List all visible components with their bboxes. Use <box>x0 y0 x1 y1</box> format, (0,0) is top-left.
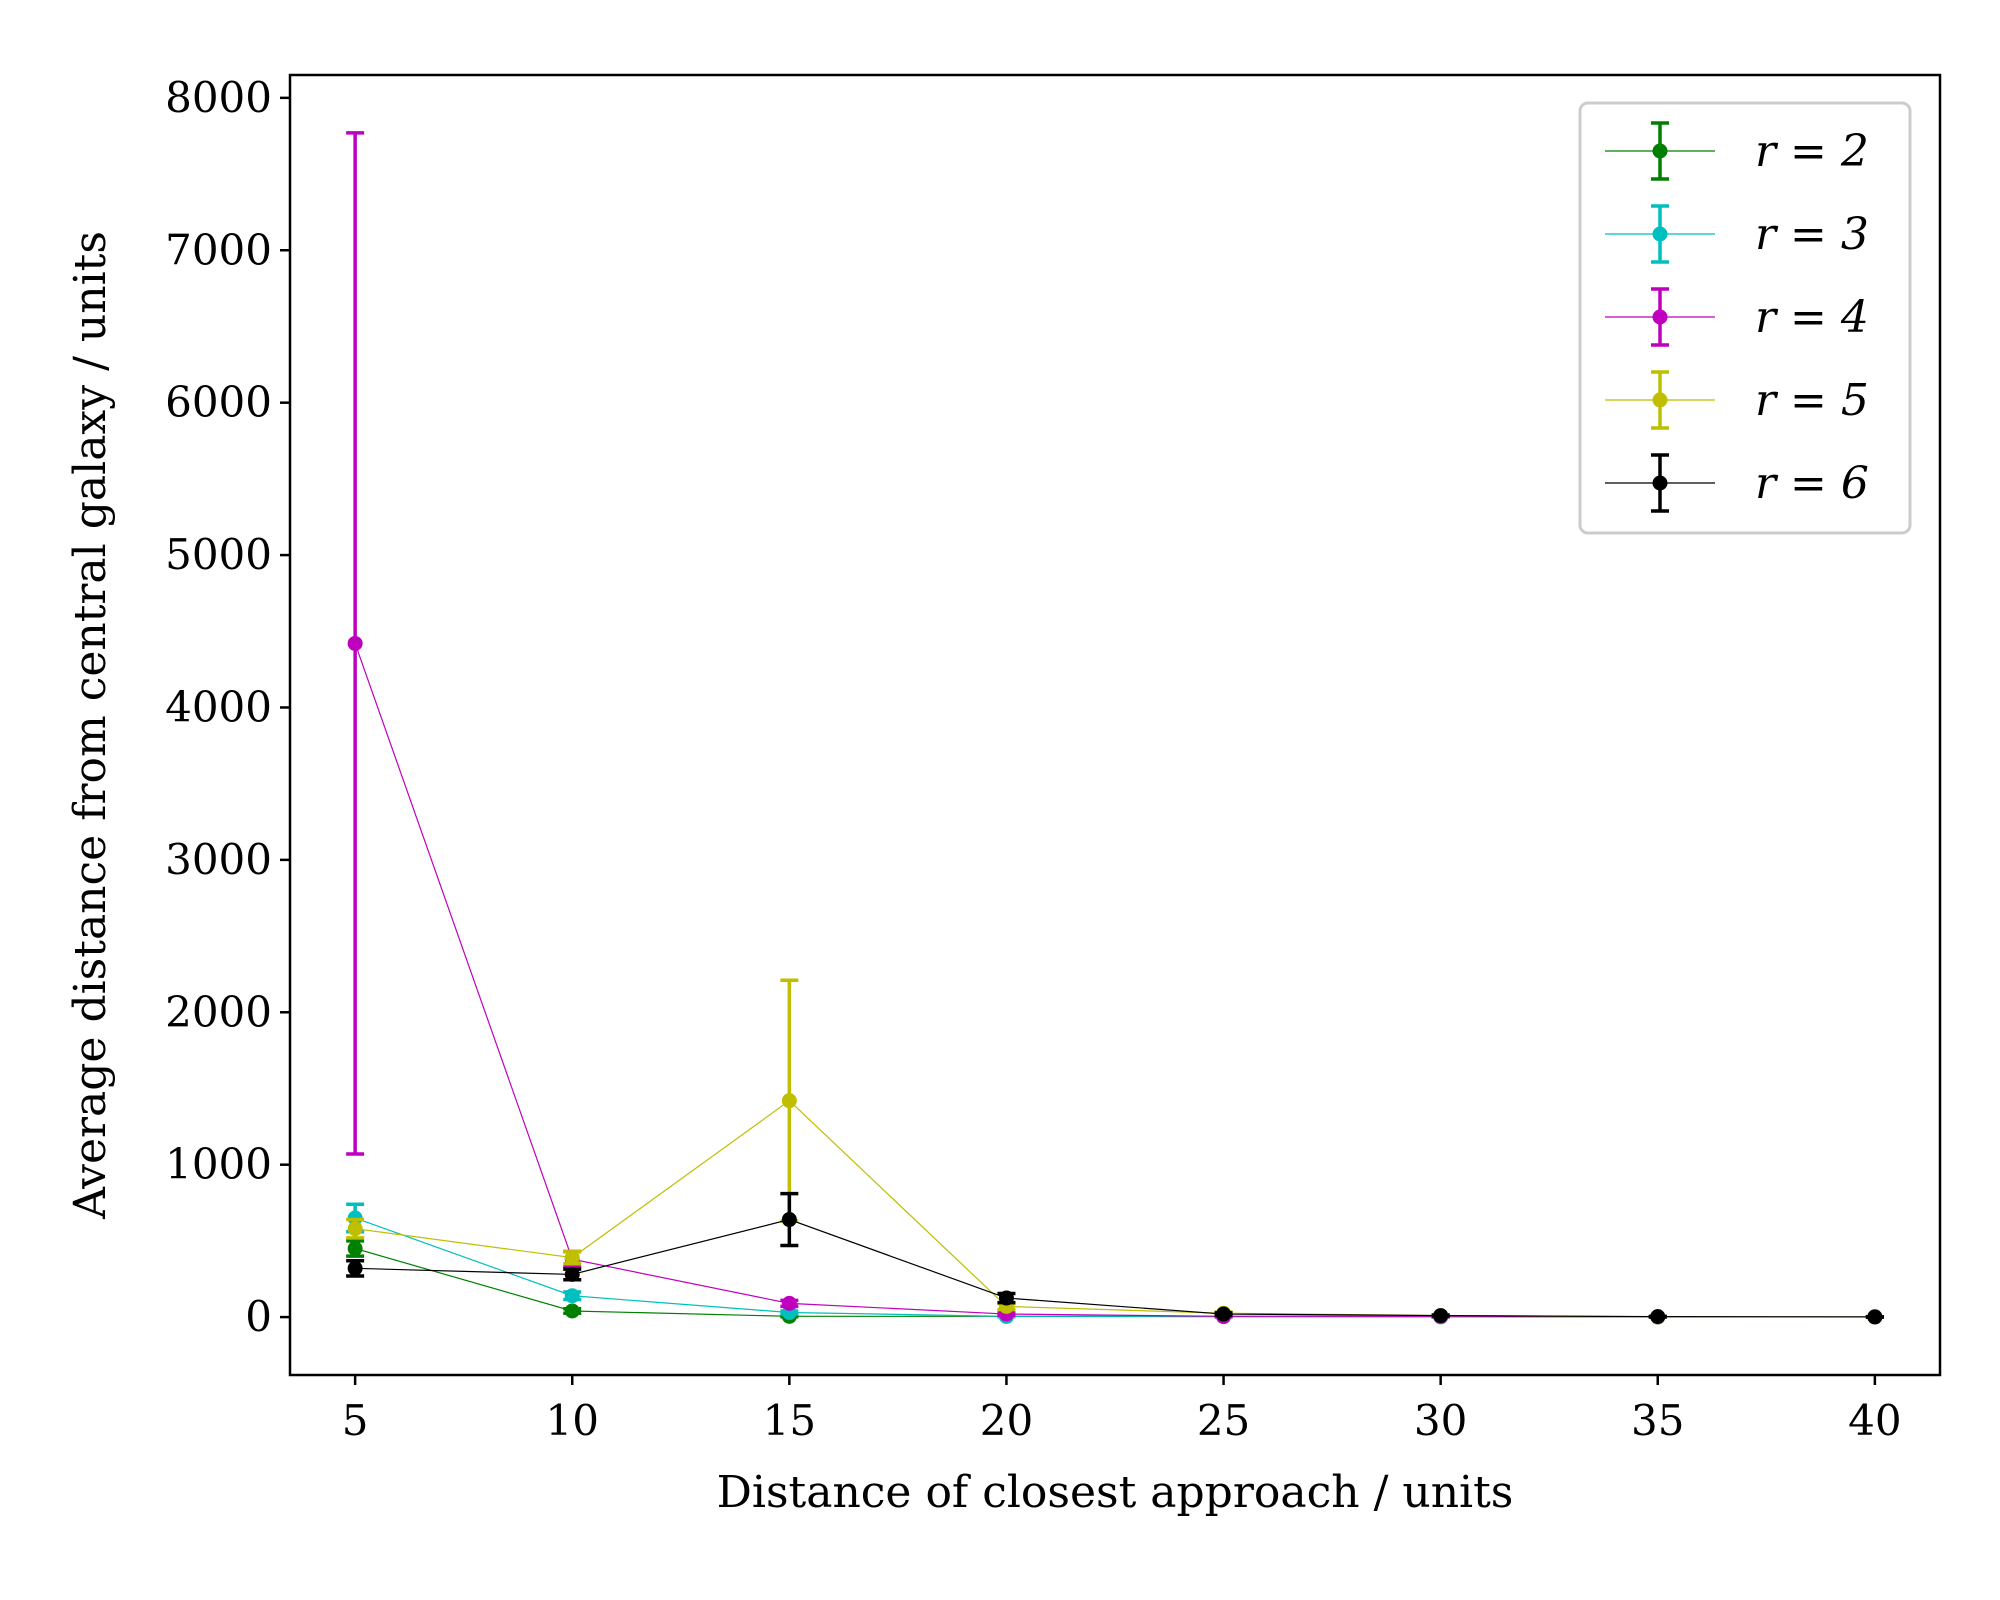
x-tick-label: 40 <box>1848 1396 1901 1445</box>
legend-marker <box>1652 392 1668 408</box>
series-layer <box>346 131 1884 1325</box>
y-tick-label: 4000 <box>165 682 272 731</box>
x-tick-label: 25 <box>1197 1396 1250 1445</box>
y-tick-label: 3000 <box>165 835 272 884</box>
data-point <box>347 635 363 651</box>
x-tick-label: 10 <box>546 1396 599 1445</box>
legend-entry: r = 4 <box>1605 287 1869 347</box>
y-axis-label: Average distance from central galaxy / u… <box>65 231 116 1220</box>
data-point <box>781 1093 797 1109</box>
legend-entry: r = 6 <box>1605 453 1869 513</box>
x-tick-label: 20 <box>980 1396 1033 1445</box>
x-axis-label: Distance of closest approach / units <box>717 1467 1514 1518</box>
data-point <box>1650 1309 1666 1325</box>
legend-marker <box>1652 226 1668 242</box>
y-tick-label: 7000 <box>165 225 272 274</box>
x-tick-label: 15 <box>763 1396 816 1445</box>
data-point <box>564 1266 580 1282</box>
legend-entry: r = 5 <box>1605 370 1869 430</box>
y-tick-label: 5000 <box>165 530 272 579</box>
x-tick-label: 35 <box>1631 1396 1684 1445</box>
series-line <box>354 643 1875 1318</box>
y-tick-label: 8000 <box>165 73 272 122</box>
data-point <box>564 1288 580 1304</box>
data-point <box>1867 1309 1883 1325</box>
legend-label: r = 5 <box>1755 375 1869 426</box>
data-point <box>347 1260 363 1276</box>
legend-entry: r = 3 <box>1605 204 1869 264</box>
series-line <box>355 1099 1875 1318</box>
legend-label: r = 3 <box>1755 209 1869 260</box>
y-tick-label: 1000 <box>165 1140 272 1189</box>
plot-frame <box>288 73 1942 1377</box>
legend-label: r = 6 <box>1755 458 1869 509</box>
data-point <box>998 1290 1014 1306</box>
y-tick-label: 6000 <box>165 378 272 427</box>
y-tick-label: 0 <box>245 1292 272 1341</box>
series-line <box>355 1218 1875 1318</box>
legend-label: r = 4 <box>1755 292 1869 343</box>
legend-marker <box>1652 475 1668 491</box>
y-tick-label: 2000 <box>165 987 272 1036</box>
data-point <box>347 1241 363 1257</box>
series-6 <box>346 1191 1884 1325</box>
legend-marker <box>1652 309 1668 325</box>
legend: r = 2 r = 3 r = 4 r = 5 r = 6 <box>1578 101 1912 535</box>
data-point <box>1216 1306 1232 1322</box>
data-point <box>1433 1308 1449 1324</box>
x-axis: 5 10 15 20 25 30 35 40 <box>342 1375 1902 1445</box>
series-line <box>354 1217 1875 1318</box>
legend-box <box>1578 101 1912 535</box>
data-point <box>781 1212 797 1228</box>
data-point <box>564 1250 580 1266</box>
y-axis: 0 1000 2000 3000 4000 5000 6000 7000 8000 <box>165 73 290 1341</box>
x-tick-label: 5 <box>342 1396 369 1445</box>
data-point <box>781 1295 797 1311</box>
legend-label: r = 2 <box>1755 126 1869 177</box>
series-line <box>354 1247 1875 1318</box>
x-tick-label: 30 <box>1414 1396 1467 1445</box>
legend-entry: r = 2 <box>1605 121 1869 181</box>
legend-marker <box>1652 143 1668 159</box>
data-point <box>347 1221 363 1237</box>
data-point <box>564 1303 580 1319</box>
